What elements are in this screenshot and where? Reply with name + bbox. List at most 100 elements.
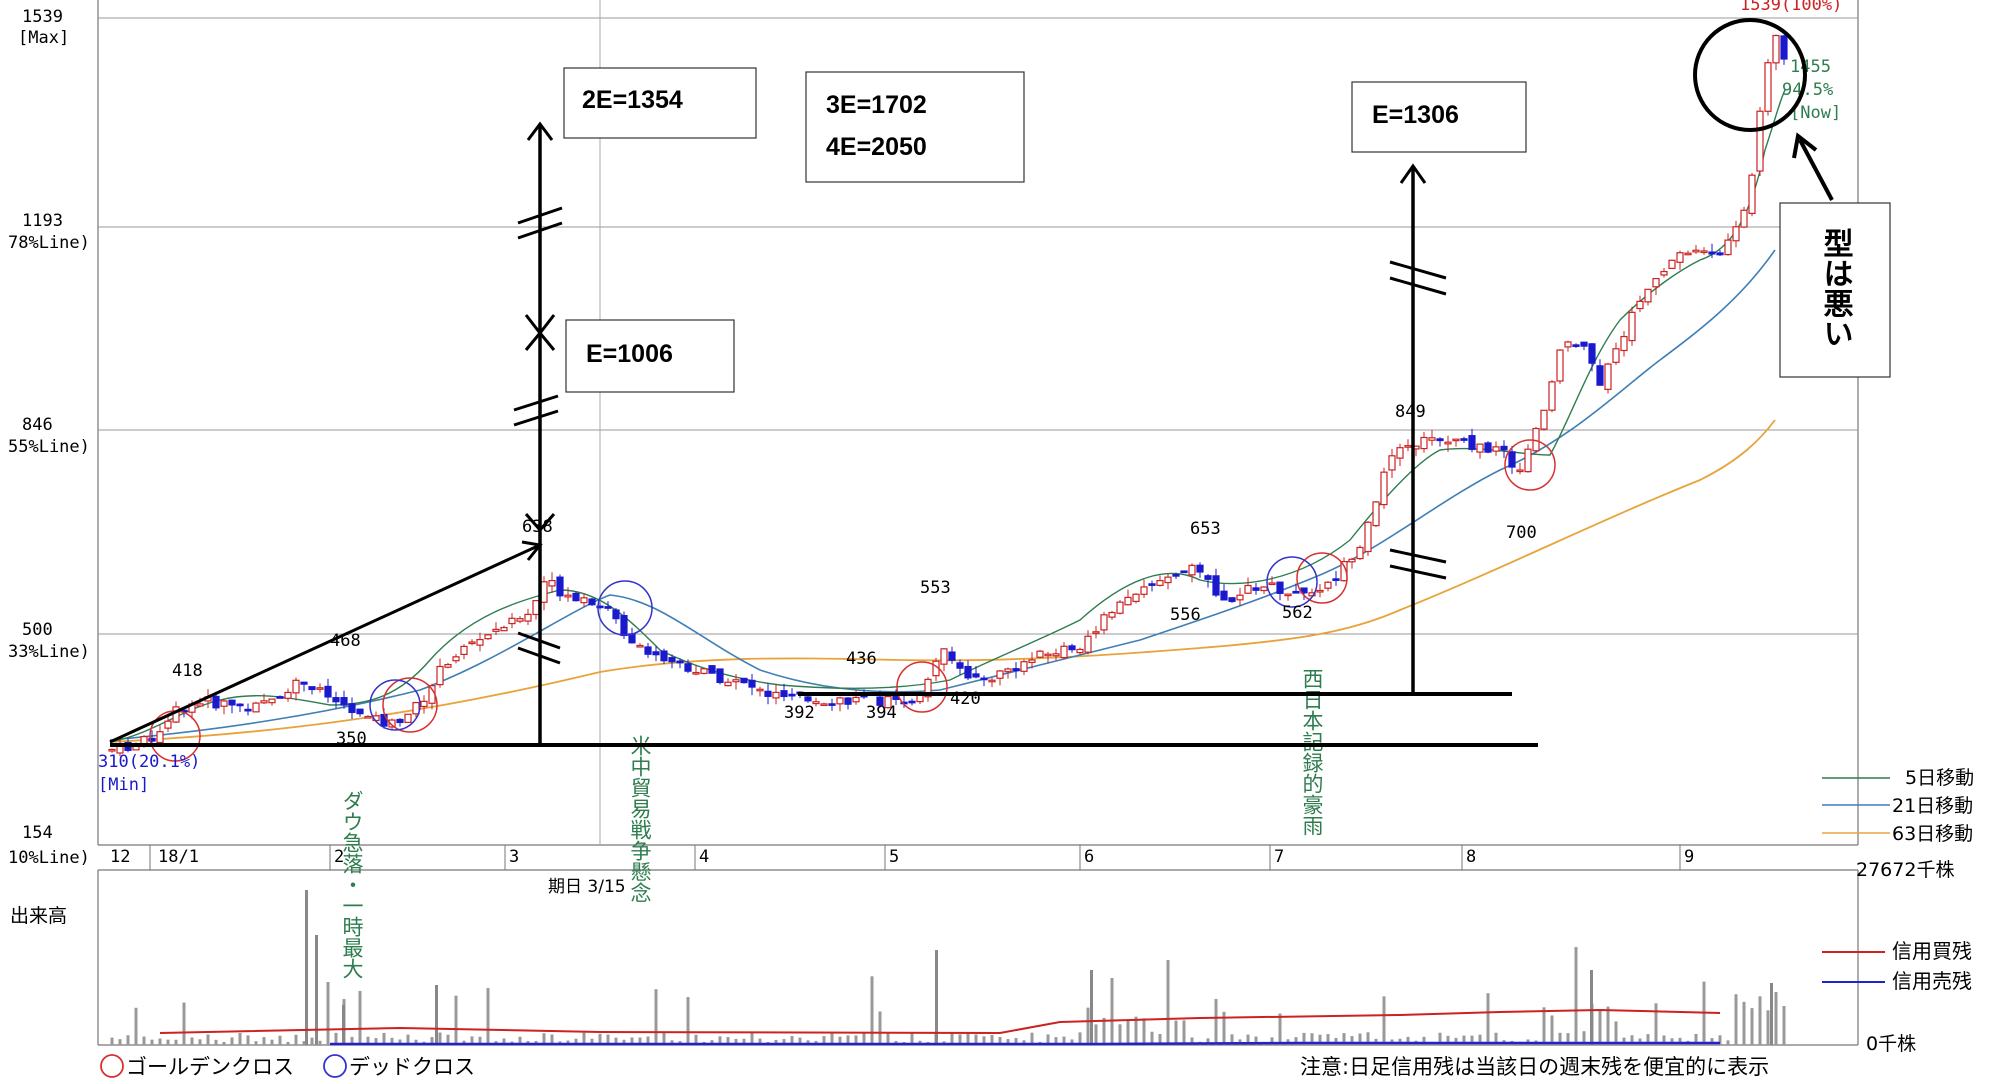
volume-bar	[1614, 1021, 1618, 1045]
volume-bar	[1382, 996, 1386, 1045]
volume-bar	[1174, 1020, 1178, 1045]
volume-bar	[1734, 994, 1738, 1045]
candle-body	[340, 697, 348, 706]
volume-bar	[838, 1036, 842, 1045]
volume-bar	[214, 1039, 218, 1045]
margin-sell-line	[330, 1041, 1720, 1046]
candle-body	[1348, 558, 1356, 563]
volume-bar	[1662, 1035, 1666, 1045]
candle-body	[548, 579, 556, 587]
candle-body	[1524, 448, 1532, 473]
footer-note: 注意:日足信用残は当該日の週末残を便宜的に表示	[1300, 1055, 1769, 1079]
price-axis: 1539 [Max] 1193 78%Line) 846 55%Line) 50…	[8, 7, 90, 868]
month-label: 12	[110, 847, 130, 867]
candle-body	[1132, 593, 1140, 602]
volume-bar	[150, 1039, 154, 1045]
candle-body	[1540, 409, 1548, 430]
candle-body	[660, 650, 668, 662]
legend-ma63: 63日移動	[1892, 823, 1973, 845]
volume-bar	[1182, 1020, 1186, 1045]
volume-bar	[1654, 1003, 1658, 1045]
volume-bar	[1278, 1013, 1282, 1045]
candle-body	[1108, 611, 1116, 618]
volume-bar	[1030, 1032, 1034, 1045]
event-label: 西日本記録的豪雨	[1300, 668, 1324, 836]
volume-bar	[758, 1038, 762, 1045]
candle-body	[700, 668, 708, 675]
volume-bar	[478, 1036, 482, 1045]
legend-margin-sell: 信用売残	[1892, 969, 1972, 993]
volume-bar	[286, 1041, 290, 1045]
candle-body	[1084, 635, 1092, 653]
volume-bar	[454, 995, 458, 1045]
candle-body	[268, 698, 276, 704]
volume-bar	[166, 1039, 170, 1045]
volume-bar	[1094, 1024, 1098, 1045]
volume-bar	[1622, 1037, 1626, 1045]
volume-title: 出来高	[10, 905, 67, 927]
candle-body	[420, 700, 428, 708]
candle-body	[772, 691, 780, 699]
volume-bar	[254, 1041, 258, 1045]
candle-body	[516, 618, 524, 622]
month-label: 5	[889, 847, 899, 867]
volume-bar	[782, 1039, 786, 1045]
candle-body	[356, 708, 364, 715]
candle-body	[1356, 546, 1364, 560]
candle-body	[1004, 668, 1012, 673]
volume-bar	[1478, 1034, 1482, 1045]
price-label: 553	[920, 578, 951, 598]
date-marker: 期日 3/15	[548, 877, 626, 897]
candle-body	[652, 651, 660, 656]
volume-bar	[1758, 996, 1762, 1045]
volume-bar	[382, 1032, 386, 1045]
annotation-box	[565, 319, 735, 393]
candle-body	[228, 699, 236, 706]
candle-body	[1196, 564, 1204, 573]
candle-body	[1284, 593, 1292, 597]
candle-body	[1644, 288, 1652, 303]
annotation-4e: 4E=2050	[826, 133, 927, 161]
month-label: 18/1	[158, 847, 199, 867]
volume-bar	[518, 1036, 522, 1045]
volume-bar	[1486, 993, 1490, 1045]
month-label: 3	[509, 847, 519, 867]
candle-body	[996, 670, 1004, 679]
volume-bar	[414, 1039, 418, 1045]
candle-body	[1100, 614, 1108, 631]
volume-bar	[798, 1037, 802, 1045]
candle-body	[1476, 443, 1484, 453]
candle-body	[764, 690, 772, 697]
candle-body	[820, 703, 828, 707]
volume-bar	[1574, 947, 1578, 1045]
volume-bar	[1726, 1040, 1730, 1045]
candle-body	[1484, 442, 1492, 453]
candle-body	[1556, 349, 1564, 382]
candle-body	[1452, 438, 1460, 442]
candle-body	[1620, 335, 1628, 352]
candle-body	[804, 696, 812, 702]
volume-bar	[1494, 1032, 1498, 1045]
candle-body	[316, 687, 324, 690]
volume-bar	[822, 1036, 826, 1045]
volume-bar	[686, 997, 690, 1045]
candle-body	[1708, 251, 1716, 255]
candle-body	[1684, 252, 1692, 256]
note-pointer	[1798, 139, 1834, 201]
candle-body	[1236, 594, 1244, 601]
volume-bar	[870, 976, 874, 1045]
candle-body	[1580, 341, 1588, 347]
volume-bar	[110, 1037, 114, 1045]
golden-cross-legend: ゴールデンクロス	[126, 1055, 294, 1079]
event-labels: ダウ急落・一時最大 米中貿易戦争懸念 西日本記録的豪雨 期日 3/15	[340, 668, 1324, 979]
volume-bar	[190, 1037, 194, 1045]
moving-averages	[109, 89, 1786, 743]
month-label: 9	[1684, 847, 1694, 867]
now-label: 1455	[1790, 57, 1831, 77]
candle-body	[1068, 645, 1076, 651]
volume-bar	[438, 1032, 442, 1045]
volume-bar	[1294, 1037, 1298, 1045]
golden-cross-marker	[1296, 552, 1348, 604]
volume-bar	[302, 1041, 306, 1045]
candle-body	[1260, 586, 1268, 592]
